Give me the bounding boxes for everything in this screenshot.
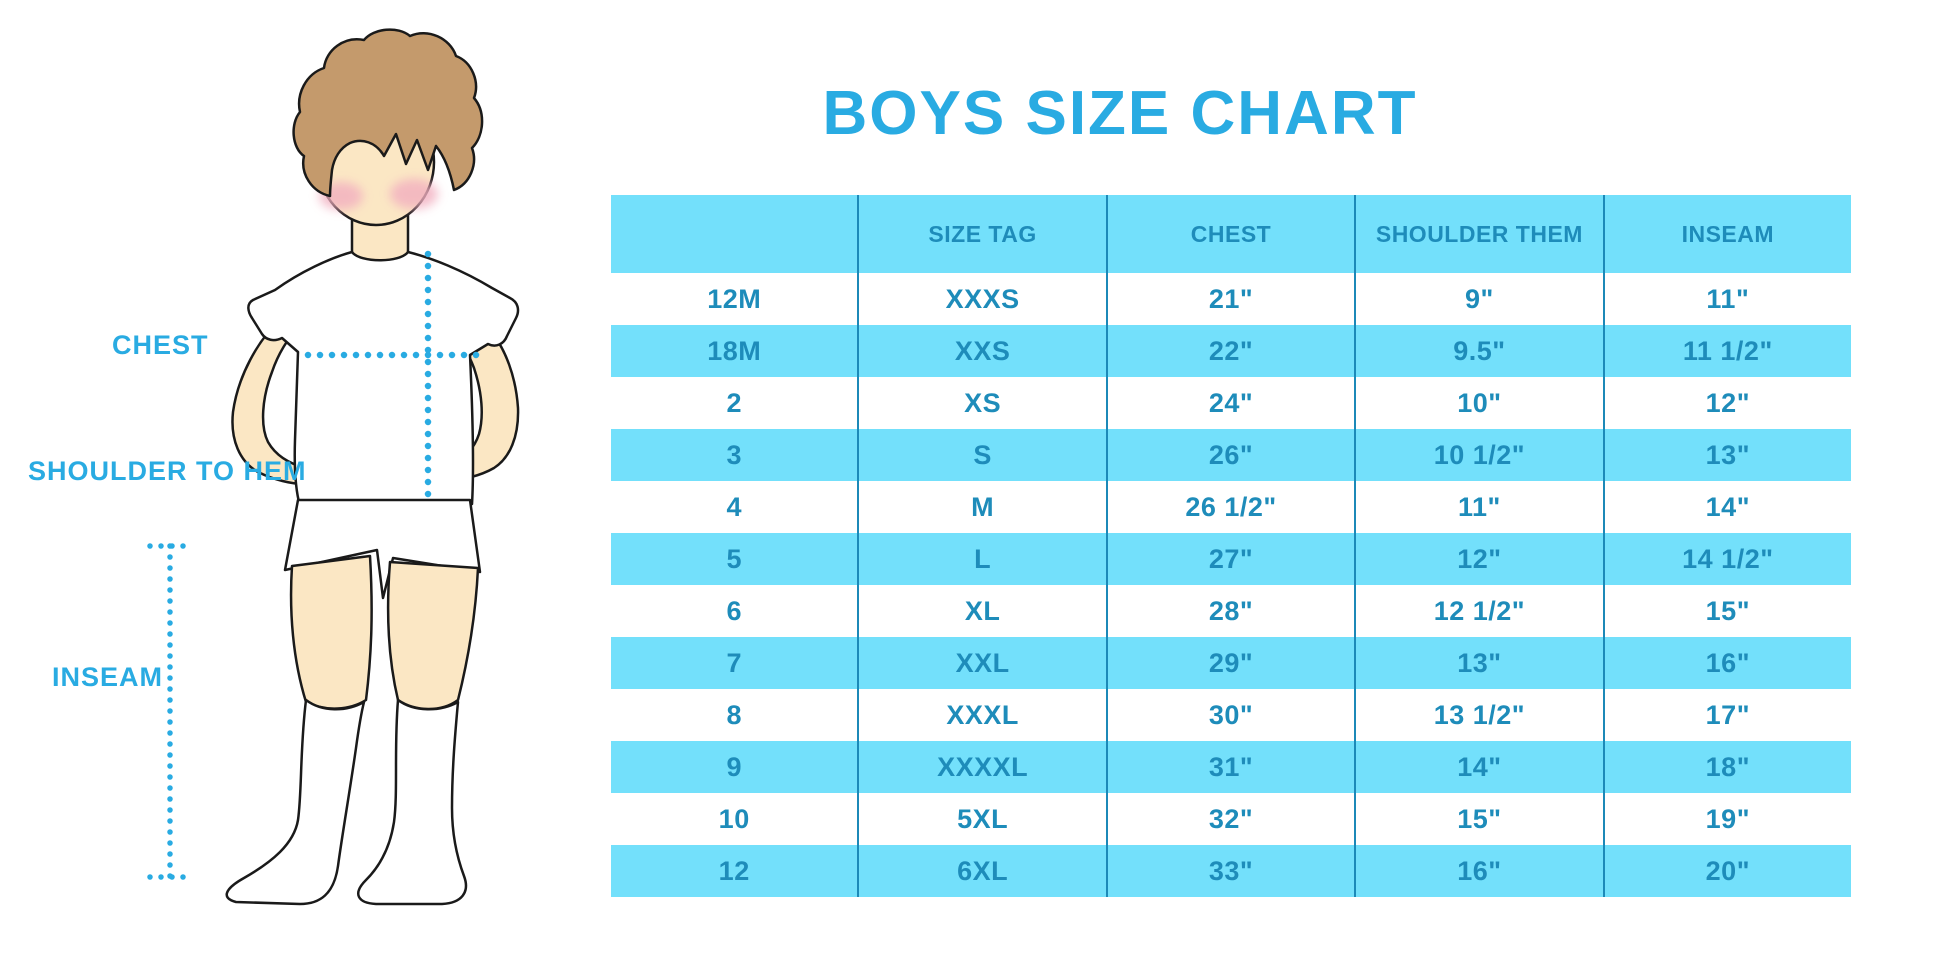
table-cell: 16" bbox=[1602, 637, 1851, 689]
table-cell: 5XL bbox=[857, 793, 1105, 845]
table-cell: 24" bbox=[1105, 377, 1354, 429]
table-cell: 30" bbox=[1105, 689, 1354, 741]
boy-left-sock bbox=[225, 698, 366, 906]
table-cell: 19" bbox=[1602, 793, 1851, 845]
table-row: 12 6XL 33" 16" 20" bbox=[611, 845, 1851, 897]
table-cell: XXL bbox=[857, 637, 1105, 689]
table-cell: 12" bbox=[1602, 377, 1851, 429]
header-cell: SHOULDER THEM bbox=[1354, 195, 1602, 273]
table-cell: 2 bbox=[726, 387, 742, 418]
table-cell: 7 bbox=[726, 647, 742, 678]
table-row: 10 5XL 32" 15" 19" bbox=[611, 793, 1851, 845]
table-cell: 14 1/2" bbox=[1602, 533, 1851, 585]
table-cell: S bbox=[857, 429, 1105, 481]
header-cell: SIZE TAG bbox=[857, 195, 1105, 273]
table-cell: 6XL bbox=[857, 845, 1105, 897]
page-title: BOYS SIZE CHART bbox=[822, 78, 1418, 148]
table-cell: 13 1/2" bbox=[1354, 689, 1602, 741]
table-row: 3 S 26" 10 1/2" 13" bbox=[611, 429, 1851, 481]
table-cell: 33" bbox=[1105, 845, 1354, 897]
table-cell: 12 bbox=[718, 855, 750, 886]
table-cell: 10 bbox=[718, 803, 750, 834]
header-cell bbox=[611, 195, 857, 273]
table-cell: 22" bbox=[1105, 325, 1354, 377]
table-cell: 5 bbox=[726, 543, 742, 574]
table-cell: 18" bbox=[1602, 741, 1851, 793]
header-cell: CHEST bbox=[1105, 195, 1354, 273]
table-cell: XL bbox=[857, 585, 1105, 637]
table-cell: XXXXL bbox=[857, 741, 1105, 793]
table-cell: 10" bbox=[1354, 377, 1602, 429]
table-cell: 12M bbox=[707, 283, 762, 314]
table-cell: 28" bbox=[1105, 585, 1354, 637]
table-cell: 4 bbox=[726, 491, 742, 522]
table-cell: 21" bbox=[1105, 273, 1354, 325]
table-cell: 15" bbox=[1602, 585, 1851, 637]
table-cell: 17" bbox=[1602, 689, 1851, 741]
boy-tshirt bbox=[247, 250, 520, 514]
table-cell: 20" bbox=[1602, 845, 1851, 897]
shoulder-to-hem-label: SHOULDER TO HEM bbox=[28, 456, 307, 486]
table-row: 12M XXXS 21" 9" 11" bbox=[611, 273, 1851, 325]
table-cell: 32" bbox=[1105, 793, 1354, 845]
table-cell: M bbox=[857, 481, 1105, 533]
inseam-measure-line bbox=[147, 543, 195, 880]
table-cell: 13" bbox=[1354, 637, 1602, 689]
table-row: 5 L 27" 12" 14 1/2" bbox=[611, 533, 1851, 585]
boy-illustration-svg bbox=[147, 28, 520, 906]
table-cell: 18M bbox=[707, 335, 762, 366]
table-cell: 9.5" bbox=[1354, 325, 1602, 377]
table-cell: 11" bbox=[1602, 273, 1851, 325]
table-cell: 16" bbox=[1354, 845, 1602, 897]
table-cell: 15" bbox=[1354, 793, 1602, 845]
table-cell: 8 bbox=[726, 699, 742, 730]
size-table: SIZE TAG CHEST SHOULDER THEM INSEAM 12M XXXS 2… bbox=[611, 195, 1851, 897]
table-cell: 27" bbox=[1105, 533, 1354, 585]
boy-left-leg bbox=[289, 554, 373, 710]
table-cell: 11" bbox=[1354, 481, 1602, 533]
table-cell: 14" bbox=[1602, 481, 1851, 533]
table-row: 4 M 26 1/2" 11" 14" bbox=[611, 481, 1851, 533]
table-cell: XXS bbox=[857, 325, 1105, 377]
table-cell: 26 1/2" bbox=[1105, 481, 1354, 533]
table-row: 2 XS 24" 10" 12" bbox=[611, 377, 1851, 429]
table-cell: 10 1/2" bbox=[1354, 429, 1602, 481]
table-row: 9 XXXXL 31" 14" 18" bbox=[611, 741, 1851, 793]
table-cell: L bbox=[857, 533, 1105, 585]
table-cell: 6 bbox=[726, 595, 742, 626]
table-cell: XXXL bbox=[857, 689, 1105, 741]
blush-right bbox=[390, 179, 438, 209]
inseam-label: INSEAM bbox=[52, 662, 164, 692]
table-cell: 12 1/2" bbox=[1354, 585, 1602, 637]
table-row: 8 XXXL 30" 13 1/2" 17" bbox=[611, 689, 1851, 741]
table-header-row: SIZE TAG CHEST SHOULDER THEM INSEAM bbox=[611, 195, 1851, 273]
table-cell: 3 bbox=[726, 439, 742, 470]
chest-label: CHEST bbox=[112, 330, 209, 360]
table-row: 18M XXS 22" 9.5" 11 1/2" bbox=[611, 325, 1851, 377]
boy-hair bbox=[292, 28, 484, 198]
table-cell: 12" bbox=[1354, 533, 1602, 585]
table-cell: 14" bbox=[1354, 741, 1602, 793]
table-cell: 13" bbox=[1602, 429, 1851, 481]
boy-right-leg bbox=[386, 560, 480, 711]
header-cell: INSEAM bbox=[1602, 195, 1851, 273]
table-cell: 29" bbox=[1105, 637, 1354, 689]
table-row: 6 XL 28" 12 1/2" 15" bbox=[611, 585, 1851, 637]
table-cell: 9 bbox=[726, 751, 742, 782]
table-row: 7 XXL 29" 13" 16" bbox=[611, 637, 1851, 689]
boy-right-sock bbox=[357, 698, 468, 906]
table-cell: XXXS bbox=[857, 273, 1105, 325]
boy-measurement-illustration: CHEST SHOULDER TO HEM INSEAM bbox=[0, 0, 540, 973]
table-cell: 26" bbox=[1105, 429, 1354, 481]
table-cell: XS bbox=[857, 377, 1105, 429]
table-cell: 31" bbox=[1105, 741, 1354, 793]
table-cell: 9" bbox=[1354, 273, 1602, 325]
table-cell: 11 1/2" bbox=[1602, 325, 1851, 377]
